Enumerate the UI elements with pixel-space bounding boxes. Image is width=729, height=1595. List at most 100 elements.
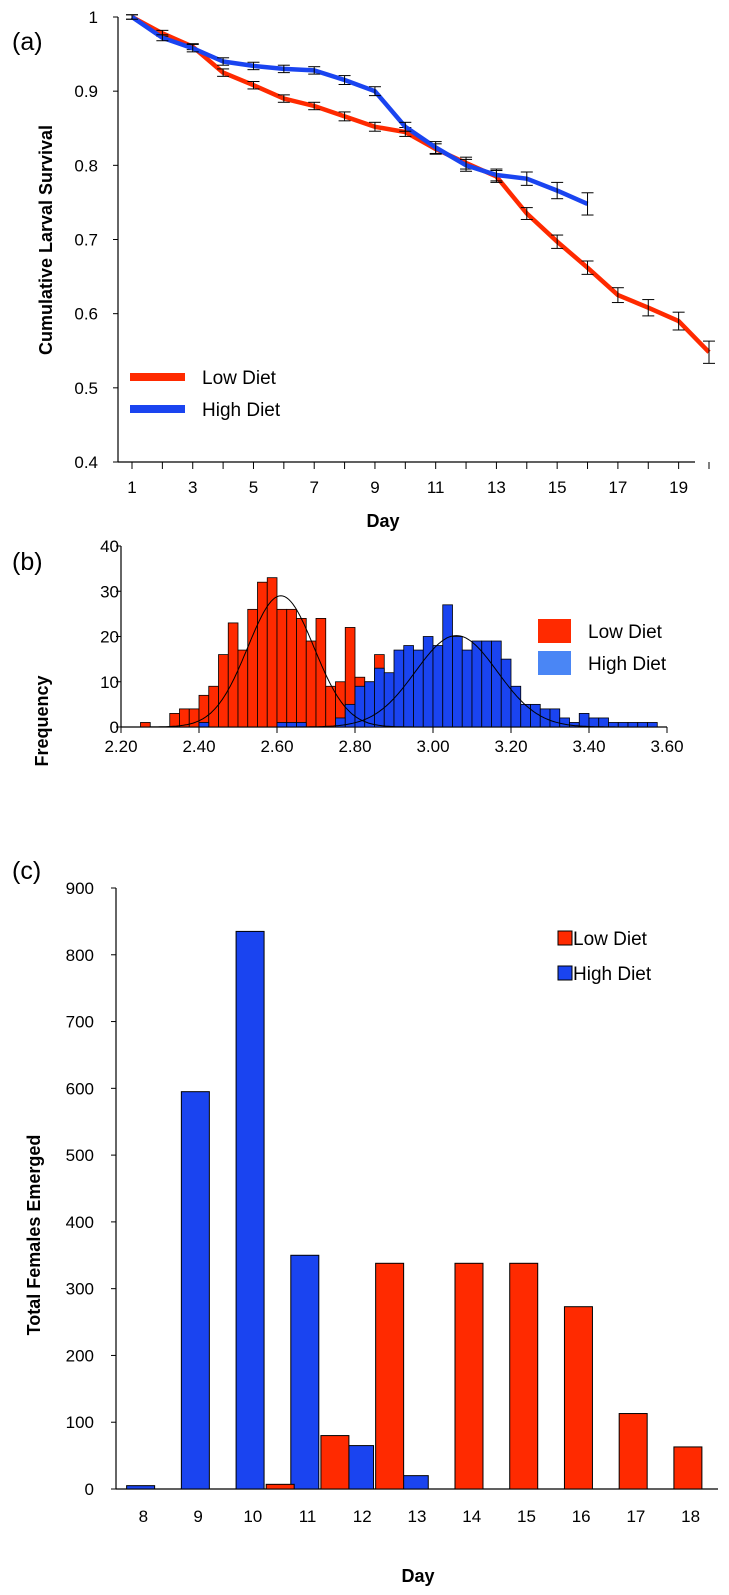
x-axis-label: Day bbox=[401, 1566, 434, 1586]
x-tick-label: 1 bbox=[127, 478, 136, 497]
bar-low-diet bbox=[673, 1446, 703, 1490]
y-tick-label: 200 bbox=[66, 1346, 94, 1365]
hist-bar-low bbox=[169, 713, 180, 728]
emergence-chart: (c) 0 100 200 300 400 500 600 700 800 900 8 9 10 11 12… bbox=[12, 857, 718, 1586]
x-tick-label: 15 bbox=[548, 478, 567, 497]
hist-bar-high bbox=[471, 640, 483, 728]
y-tick-label: 0.5 bbox=[74, 379, 98, 398]
y-tick-label: 0.9 bbox=[74, 82, 98, 101]
x-tick-label: 2.40 bbox=[182, 737, 215, 756]
y-tick-label: 100 bbox=[66, 1413, 94, 1432]
y-axis-label: Cumulative Larval Survival bbox=[36, 125, 56, 355]
x-tick-label: 3.40 bbox=[572, 737, 605, 756]
hist-bar-high bbox=[296, 722, 307, 728]
fit-curve-0 bbox=[121, 595, 667, 728]
panel-label-c: (c) bbox=[12, 857, 41, 885]
series-line-0 bbox=[130, 15, 711, 354]
x-tick-label: 9 bbox=[370, 478, 379, 497]
x-tick-label: 13 bbox=[408, 1507, 427, 1526]
x-tick-label: 3.60 bbox=[650, 737, 683, 756]
bar-high-diet bbox=[399, 1475, 429, 1490]
legend-label: High Diet bbox=[588, 654, 667, 675]
bar-high-diet bbox=[235, 930, 265, 1490]
bar-high-diet bbox=[126, 1485, 156, 1490]
y-axis-label: Total Females Emerged bbox=[24, 1135, 44, 1336]
y-tick-label: 1 bbox=[89, 8, 98, 27]
y-tick-label: 400 bbox=[66, 1213, 94, 1232]
hist-bar-high bbox=[549, 708, 561, 728]
hist-bar-low bbox=[188, 708, 200, 728]
x-tick-label: 9 bbox=[193, 1507, 202, 1526]
panel-a: (a) 0.4 0.5 0.6 0.7 0.8 0.9 1 1 3 5 7 9 11 13 15 17 19 L… bbox=[0, 0, 729, 535]
y-tick-label: 40 bbox=[100, 537, 119, 556]
y-tick-label: 600 bbox=[66, 1079, 94, 1098]
x-tick-label: 15 bbox=[517, 1507, 536, 1526]
hist-bar-high bbox=[627, 722, 639, 728]
survival-chart: (a) 0.40.50.60.70.80.911 3 5 7 9 11 13 15 17 19 L… bbox=[12, 8, 715, 531]
hist-bar-high bbox=[637, 722, 648, 728]
bar-low-diet bbox=[454, 1262, 484, 1490]
hist-bar-low bbox=[257, 581, 268, 728]
y-tick-label: 300 bbox=[66, 1280, 94, 1299]
x-tick-label: 11 bbox=[299, 1507, 317, 1526]
panel-c: (c) 0 100 200 300 400 500 600 700 800 900 8 9 10 11 12… bbox=[0, 845, 729, 1595]
hist-bar-low bbox=[325, 685, 336, 728]
hist-bar-high bbox=[530, 703, 541, 728]
x-tick-label: 3.20 bbox=[494, 737, 527, 756]
series-line-1 bbox=[130, 15, 589, 206]
hist-bar-high bbox=[286, 722, 297, 728]
panel-label-b: (b) bbox=[12, 548, 43, 576]
legend-swatch bbox=[538, 651, 571, 675]
hist-bar-high bbox=[413, 649, 424, 728]
y-tick-label: 0.4 bbox=[74, 453, 98, 472]
hist-bar-high bbox=[403, 645, 414, 728]
hist-bar-high bbox=[364, 681, 375, 728]
y-tick-label: 700 bbox=[66, 1013, 94, 1032]
x-tick-label: 2.60 bbox=[260, 737, 293, 756]
fit-curve-1 bbox=[121, 635, 667, 728]
bar-low-diet bbox=[320, 1435, 350, 1490]
bar-high-diet bbox=[180, 1091, 210, 1490]
hist-bar-low bbox=[315, 618, 327, 728]
hist-bar-high bbox=[598, 717, 609, 728]
hist-bar-low bbox=[305, 640, 317, 728]
y-tick-label: 10 bbox=[100, 673, 119, 692]
x-tick-label: 14 bbox=[462, 1507, 481, 1526]
hist-bar-high bbox=[432, 645, 444, 728]
x-tick-label: 16 bbox=[572, 1507, 591, 1526]
hist-bar-high bbox=[510, 685, 522, 728]
x-tick-label: 19 bbox=[669, 478, 688, 497]
y-tick-label: 0 bbox=[85, 1480, 94, 1499]
legend-label: High Diet bbox=[573, 964, 652, 985]
x-tick-label: 13 bbox=[487, 478, 506, 497]
hist-bar-high bbox=[442, 604, 453, 728]
panel-label-a: (a) bbox=[12, 28, 43, 56]
x-tick-label: 2.80 bbox=[338, 737, 371, 756]
x-tick-label: 18 bbox=[681, 1507, 700, 1526]
hist-bar-high bbox=[452, 636, 463, 728]
y-tick-label: 500 bbox=[66, 1146, 94, 1165]
y-tick-label: 900 bbox=[66, 879, 94, 898]
hist-bar-low bbox=[296, 618, 307, 728]
hist-bar-low bbox=[218, 654, 229, 728]
hist-bar-high bbox=[198, 722, 210, 728]
hist-bar-high bbox=[374, 667, 385, 728]
panel-b: (b) 0 10 20 30 40 2.20 2.40 2.60 2.80 3.00 3.20 3.4… bbox=[0, 535, 729, 845]
x-axis-label: Day bbox=[366, 511, 399, 531]
bar-low-diet bbox=[563, 1306, 593, 1490]
legend-label: Low Diet bbox=[573, 929, 648, 950]
bar-low-diet bbox=[375, 1262, 405, 1490]
x-tick-label: 12 bbox=[353, 1507, 372, 1526]
hist-bar-high bbox=[608, 722, 619, 728]
legend-swatch bbox=[557, 965, 573, 981]
x-tick-label: 10 bbox=[243, 1507, 262, 1526]
x-tick-label: 7 bbox=[309, 478, 318, 497]
hist-bar-low bbox=[227, 622, 239, 728]
legend-label: High Diet bbox=[202, 400, 281, 421]
legend-swatch bbox=[557, 930, 573, 946]
x-tick-label: 11 bbox=[427, 478, 445, 497]
hist-bar-high bbox=[559, 717, 570, 728]
hist-bar-high bbox=[461, 649, 473, 728]
hist-bar-low bbox=[237, 649, 249, 728]
hist-bar-low bbox=[276, 608, 288, 728]
